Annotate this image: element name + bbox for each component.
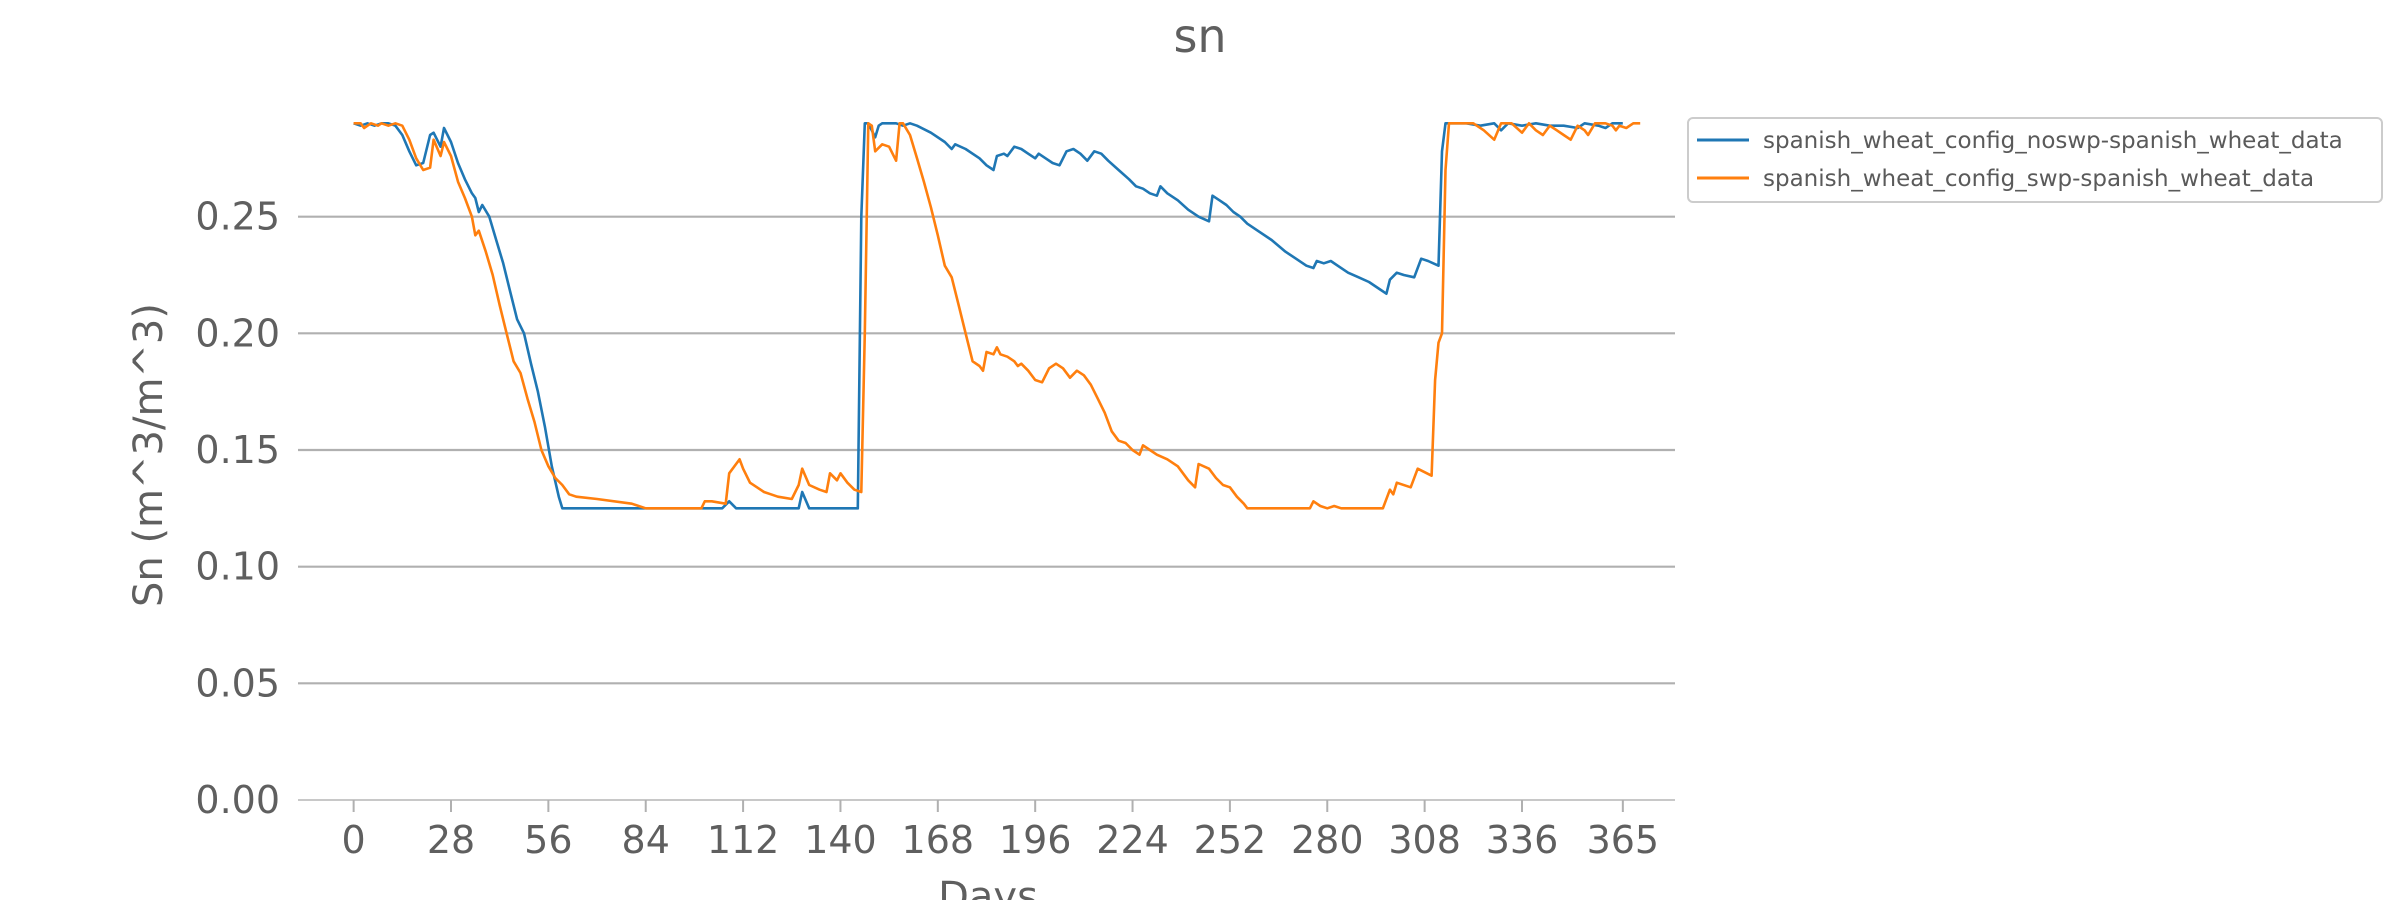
x-tick-label: 168 bbox=[902, 818, 975, 862]
x-axis: 0 28 56 84 112 140 168 196 224 252 280 308 336 365 bbox=[298, 799, 1675, 862]
legend: spanish_wheat_config_noswp-spanish_wheat… bbox=[1687, 117, 2383, 203]
legend-entry: spanish_wheat_config_swp-spanish_wheat_d… bbox=[1763, 166, 2314, 192]
y-tick-label: 0.20 bbox=[195, 311, 280, 355]
x-tick-label: 0 bbox=[342, 818, 366, 862]
y-axis-label: Sn (m^3/m^3) bbox=[126, 303, 172, 607]
x-tick-label: 140 bbox=[804, 818, 877, 862]
x-tick-label: 280 bbox=[1291, 818, 1364, 862]
y-tick-label: 0.10 bbox=[195, 545, 280, 589]
x-tick-label: 196 bbox=[999, 818, 1072, 862]
x-tick-label: 112 bbox=[707, 818, 780, 862]
legend-box bbox=[1687, 117, 2383, 203]
x-tick-label: 336 bbox=[1486, 818, 1559, 862]
y-tick-label: 0.25 bbox=[195, 195, 280, 239]
series-line-1 bbox=[353, 122, 1623, 510]
x-tick-label: 84 bbox=[622, 818, 670, 862]
x-axis-label: Days bbox=[938, 874, 1038, 900]
x-tick-label: 56 bbox=[524, 818, 572, 862]
series-lines bbox=[353, 122, 1641, 510]
x-tick-label: 28 bbox=[427, 818, 475, 862]
y-tick-label: 0.05 bbox=[195, 661, 280, 705]
x-tick-label: 224 bbox=[1096, 818, 1169, 862]
series-line-2 bbox=[353, 122, 1641, 510]
legend-entry: spanish_wheat_config_noswp-spanish_wheat… bbox=[1763, 128, 2343, 154]
grid-lines: 0.00 0.05 0.10 0.15 0.20 0.25 bbox=[195, 195, 1675, 822]
x-tick-label: 365 bbox=[1587, 818, 1660, 862]
y-tick-label: 0.15 bbox=[195, 428, 280, 472]
x-tick-label: 252 bbox=[1194, 818, 1267, 862]
y-tick-label: 0.00 bbox=[195, 778, 280, 822]
chart-title: sn bbox=[1173, 9, 1226, 63]
x-tick-label: 308 bbox=[1388, 818, 1461, 862]
